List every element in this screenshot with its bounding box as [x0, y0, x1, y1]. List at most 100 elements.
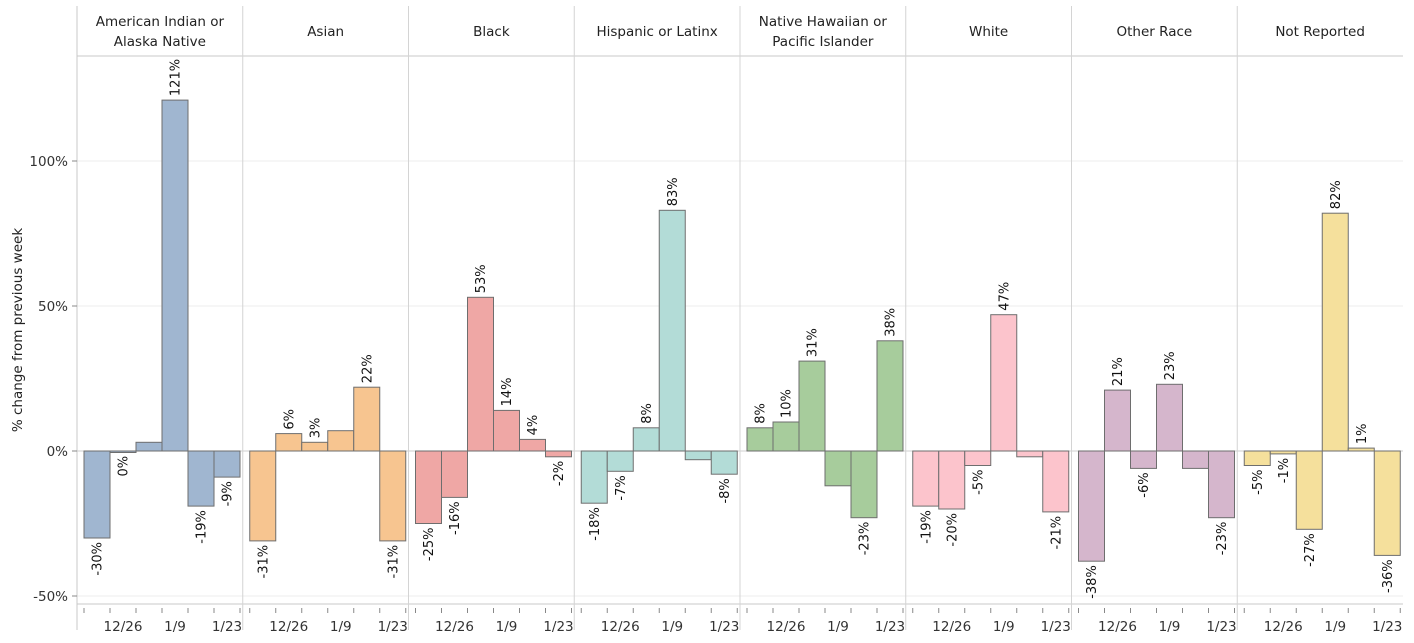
- data-label: -30%: [91, 542, 106, 576]
- bar: [1269, 450, 1297, 455]
- x-tick-label: 1/9: [1324, 619, 1346, 635]
- y-axis-title: % change from previous week: [10, 228, 26, 432]
- x-tick-label: 1/23: [212, 619, 242, 635]
- bar: [658, 209, 686, 452]
- data-label: -38%: [1085, 565, 1100, 599]
- x-tick-label: 1/9: [496, 619, 518, 635]
- bar: [772, 421, 800, 452]
- data-label: -27%: [1303, 533, 1318, 567]
- data-label: -5%: [971, 470, 986, 495]
- x-tick-label: 1/9: [827, 619, 849, 635]
- data-label: -5%: [1251, 470, 1266, 495]
- bar: [83, 450, 111, 539]
- data-label: -20%: [945, 513, 960, 547]
- x-tick-label: 1/23: [543, 619, 573, 635]
- data-label: -8%: [718, 478, 733, 503]
- data-label: -31%: [386, 545, 401, 579]
- x-tick-label: 1/9: [330, 619, 352, 635]
- data-label: 14%: [500, 377, 515, 406]
- bars-layer: [83, 99, 1401, 562]
- panel-title: Black: [473, 24, 510, 40]
- panel-title: Not Reported: [1275, 24, 1365, 40]
- x-tick-label: 12/26: [104, 619, 143, 635]
- panel-6: [1078, 383, 1235, 562]
- bar: [684, 450, 712, 461]
- panel-2: [415, 296, 572, 524]
- data-label: 1%: [1355, 423, 1370, 444]
- data-label: 8%: [640, 403, 655, 424]
- panel-title: White: [969, 24, 1008, 40]
- panel-0: [83, 99, 241, 539]
- data-label: -36%: [1381, 559, 1396, 593]
- data-label: -25%: [422, 528, 437, 562]
- bar: [964, 450, 992, 466]
- panel-title: Native Hawaiian or: [759, 14, 888, 30]
- x-tick-label: 12/26: [269, 619, 308, 635]
- panel-frame-layer: American Indian or Alaska Native Asian Blac…: [76, 6, 1403, 630]
- panel-title: Asian: [307, 24, 344, 40]
- bar: [1182, 450, 1209, 469]
- bar: [632, 427, 660, 452]
- data-label: 6%: [282, 409, 297, 430]
- bar: [938, 450, 966, 510]
- data-label: -19%: [919, 510, 934, 544]
- bar: [161, 99, 189, 452]
- x-tick-label: 1/9: [661, 619, 683, 635]
- bar: [1208, 450, 1235, 519]
- bar: [275, 433, 303, 452]
- data-label: 0%: [117, 456, 132, 477]
- data-label: 31%: [806, 328, 821, 357]
- bar: [580, 450, 608, 504]
- bar: [1156, 383, 1183, 452]
- data-label: 47%: [997, 282, 1012, 311]
- panel-4: [746, 340, 904, 519]
- bar: [1321, 212, 1349, 452]
- y-tick-label: -50%: [33, 589, 68, 605]
- x-tick-label: 1/23: [1372, 619, 1402, 635]
- panel-7: [1243, 212, 1401, 556]
- bar: [990, 314, 1018, 452]
- data-label: 22%: [360, 354, 375, 383]
- bar: [876, 340, 904, 452]
- panel-title: Alaska Native: [114, 34, 206, 50]
- bar: [379, 450, 407, 542]
- data-label: 121%: [169, 59, 184, 96]
- bar: [850, 450, 878, 519]
- data-label: -23%: [858, 522, 873, 556]
- data-label: -7%: [614, 475, 629, 500]
- bar: [1042, 450, 1070, 513]
- bar: [249, 450, 277, 542]
- data-label: -2%: [552, 461, 567, 486]
- x-tick-label: 1/9: [1159, 619, 1181, 635]
- panel-title: Pacific Islander: [772, 34, 874, 50]
- data-label: -6%: [1137, 472, 1152, 497]
- data-labels-layer: -30% 0% 121% -19% -9% -31% 6% 3% 22% -31% -25% -16%…: [91, 59, 1396, 599]
- y-tick-label: 0%: [47, 444, 69, 460]
- bar: [1104, 389, 1131, 452]
- x-tick-label: 1/23: [1041, 619, 1071, 635]
- bar: [1130, 450, 1157, 469]
- data-label: 53%: [474, 264, 489, 293]
- bar: [1295, 450, 1323, 530]
- bar: [798, 360, 826, 452]
- bar: [327, 430, 355, 452]
- x-tick-label: 12/26: [435, 619, 474, 635]
- bar: [1243, 450, 1271, 466]
- bar: [1016, 450, 1044, 458]
- panel-title: Other Race: [1117, 24, 1193, 40]
- bar: [493, 409, 520, 452]
- data-label: 83%: [666, 177, 681, 206]
- x-tick-label: 1/23: [378, 619, 408, 635]
- bar: [912, 450, 940, 507]
- axis-layer: 100% 50% 0% -50% 12/26 1/9 1/23 12/26 1/9 1/23 12/…: [29, 154, 1402, 635]
- x-tick-label: 1/23: [1206, 619, 1236, 635]
- y-tick-label: 100%: [29, 154, 68, 170]
- panel-title: American Indian or: [96, 14, 225, 30]
- x-tick-label: 1/9: [993, 619, 1015, 635]
- data-label: 23%: [1163, 351, 1178, 380]
- data-label: 82%: [1329, 180, 1344, 209]
- data-label: 21%: [1111, 357, 1126, 386]
- data-label: -23%: [1215, 522, 1230, 556]
- bar: [187, 450, 215, 507]
